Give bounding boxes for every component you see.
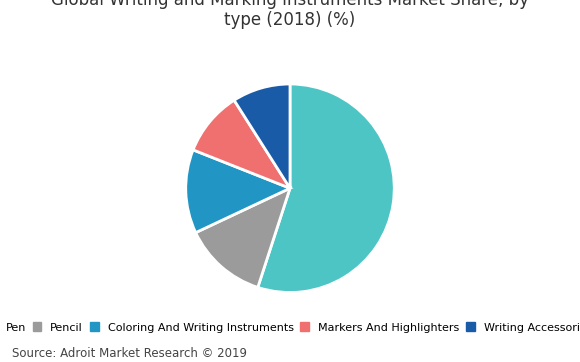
Title: Global Writing and Marking Instruments Market Share, by
type (2018) (%): Global Writing and Marking Instruments M… (51, 0, 529, 29)
Legend: Pen, Pencil, Coloring And Writing Instruments, Markers And Highlighters, Writing: Pen, Pencil, Coloring And Writing Instru… (0, 320, 580, 335)
Wedge shape (258, 84, 394, 292)
Wedge shape (193, 100, 290, 188)
Wedge shape (186, 150, 290, 233)
Wedge shape (195, 188, 290, 287)
Text: Source: Adroit Market Research © 2019: Source: Adroit Market Research © 2019 (12, 347, 246, 360)
Wedge shape (234, 84, 290, 188)
